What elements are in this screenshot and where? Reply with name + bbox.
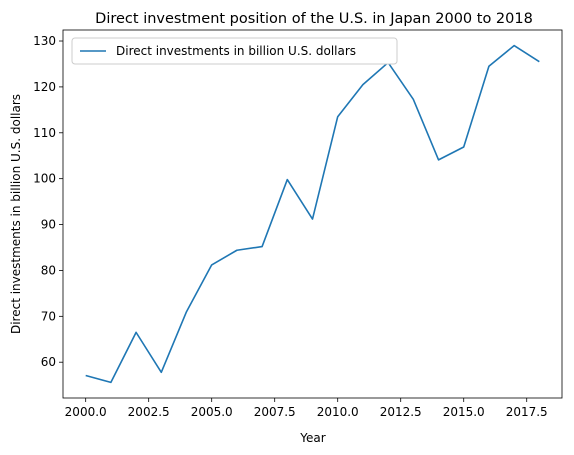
y-tick-label: 130 xyxy=(33,34,56,48)
y-axis-label: Direct investments in billion U.S. dolla… xyxy=(9,94,23,334)
legend: Direct investments in billion U.S. dolla… xyxy=(71,37,398,65)
y-tick-label: 120 xyxy=(33,80,56,94)
x-tick-label: 2012.5 xyxy=(380,405,422,419)
y-tick-label: 60 xyxy=(41,355,56,369)
y-axis-ticks: 60 70 80 90 100 110 120 130 xyxy=(33,34,63,369)
plot-area: 2000.0 2002.5 2005.0 2007.5 2010.0 2012.5 2015… xyxy=(33,29,563,419)
x-axis-ticks: 2000.0 2002.5 2005.0 2007.5 2010.0 2012.5 2015… xyxy=(65,398,548,419)
y-tick-label: 90 xyxy=(41,218,56,232)
x-tick-label: 2007.5 xyxy=(254,405,296,419)
legend-box xyxy=(71,37,398,65)
x-tick-label: 2015.0 xyxy=(443,405,485,419)
y-tick-label: 110 xyxy=(33,126,56,140)
x-tick-label: 2000.0 xyxy=(65,405,107,419)
x-tick-label: 2010.0 xyxy=(317,405,359,419)
chart-title: Direct investment position of the U.S. i… xyxy=(95,11,533,27)
plot-background xyxy=(63,30,562,398)
x-tick-label: 2002.5 xyxy=(128,405,170,419)
x-tick-label: 2017.5 xyxy=(506,405,548,419)
y-tick-label: 100 xyxy=(33,172,56,186)
x-axis-label: Year xyxy=(299,431,325,445)
x-tick-label: 2005.0 xyxy=(191,405,233,419)
y-tick-label: 80 xyxy=(41,263,56,277)
plot-frame xyxy=(62,29,563,399)
legend-label: Direct investments in billion U.S. dolla… xyxy=(116,44,356,58)
y-tick-label: 70 xyxy=(41,309,56,323)
